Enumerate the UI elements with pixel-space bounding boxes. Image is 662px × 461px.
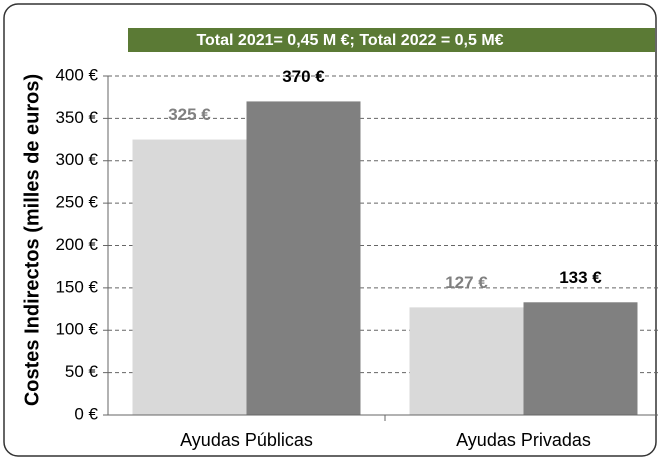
x-tick-label: Ayudas Privadas xyxy=(456,430,591,450)
value-label: 325 € xyxy=(168,105,211,124)
value-label: 133 € xyxy=(559,268,602,287)
y-tick-label: 100 € xyxy=(55,320,98,339)
y-tick-label: 300 € xyxy=(55,150,98,169)
bar xyxy=(523,302,638,415)
bar xyxy=(246,101,361,416)
bar xyxy=(409,307,524,415)
y-tick-label: 50 € xyxy=(65,362,99,381)
y-tick-label: 0 € xyxy=(74,404,98,423)
bar xyxy=(132,139,247,415)
y-tick-label: 150 € xyxy=(55,277,98,296)
chart-title: Total 2021= 0,45 M €; Total 2022 = 0,5 M… xyxy=(196,32,503,49)
y-tick-label: 200 € xyxy=(55,235,98,254)
title-box xyxy=(128,28,655,52)
y-tick-label: 250 € xyxy=(55,193,98,212)
y-axis-label: Costes Indirectos (milles de euros) xyxy=(21,74,43,406)
y-tick-label: 400 € xyxy=(55,65,98,84)
x-tick-label: Ayudas Públicas xyxy=(180,430,313,450)
value-label: 127 € xyxy=(445,273,488,292)
value-label: 370 € xyxy=(282,67,325,86)
y-tick-label: 350 € xyxy=(55,108,98,127)
